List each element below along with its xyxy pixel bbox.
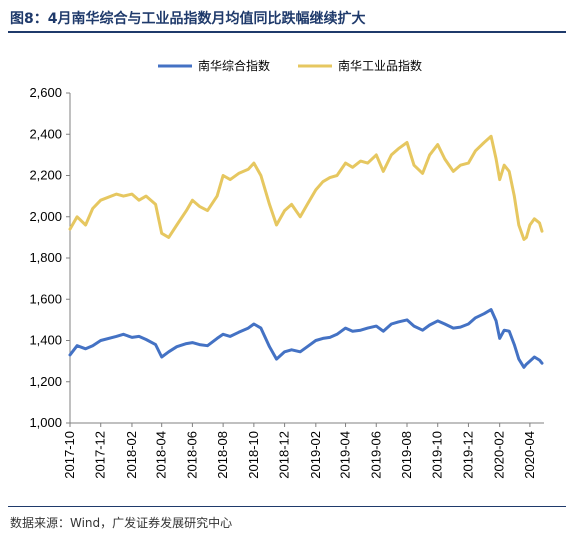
x-tick-label: 2020-02: [492, 431, 507, 479]
x-tick-label: 2019-10: [430, 431, 445, 479]
x-tick-label: 2018-12: [277, 431, 292, 479]
x-tick-label: 2017-10: [62, 431, 77, 479]
y-tick-label: 2,200: [29, 168, 62, 183]
x-tick-label: 2018-06: [184, 431, 199, 479]
y-tick-label: 2,000: [29, 209, 62, 224]
line-chart: 南华综合指数 南华工业品指数 1,000 1,200 1,400 1,600 1,800 2…: [29, 58, 544, 479]
y-tick-label: 2,400: [29, 126, 62, 141]
footer-divider: [8, 506, 566, 507]
series-line-1: [68, 308, 544, 369]
y-tick-label: 1,400: [29, 333, 62, 348]
x-tick-label: 2017-12: [93, 431, 108, 479]
x-tick-label: 2018-02: [124, 431, 139, 479]
legend-label-1: 南华综合指数: [198, 58, 270, 73]
x-tick-label: 2018-04: [154, 431, 169, 479]
x-tick-label: 2019-04: [338, 431, 353, 479]
source-note: 数据来源：Wind，广发证券发展研究中心: [10, 516, 233, 530]
y-tick-label: 1,800: [29, 250, 62, 265]
y-tick-label: 1,000: [29, 415, 62, 430]
x-tick-label: 2018-10: [246, 431, 261, 479]
series-line-2: [68, 134, 544, 241]
x-tick-label: 2018-08: [215, 431, 230, 479]
x-tick-label: 2019-06: [368, 431, 383, 479]
chart-legend: 南华综合指数 南华工业品指数: [158, 58, 422, 73]
x-tick-label: 2019-08: [399, 431, 414, 479]
x-tick-label: 2020-04: [522, 431, 537, 479]
x-tick-label: 2019-12: [460, 431, 475, 479]
figure-title-bar: 图8：4月南华综合与工业品指数月均值同比跌幅继续扩大: [8, 4, 566, 33]
x-tick-label: 2019-02: [308, 431, 323, 479]
y-tick-label: 2,600: [29, 85, 62, 100]
y-tick-label: 1,200: [29, 374, 62, 389]
figure-title: 图8：4月南华综合与工业品指数月均值同比跌幅继续扩大: [10, 11, 366, 27]
y-tick-label: 1,600: [29, 291, 62, 306]
plot-area: 1,000 1,200 1,400 1,600 1,800 2,000 2,200 2,400…: [29, 85, 544, 479]
legend-label-2: 南华工业品指数: [338, 58, 422, 73]
